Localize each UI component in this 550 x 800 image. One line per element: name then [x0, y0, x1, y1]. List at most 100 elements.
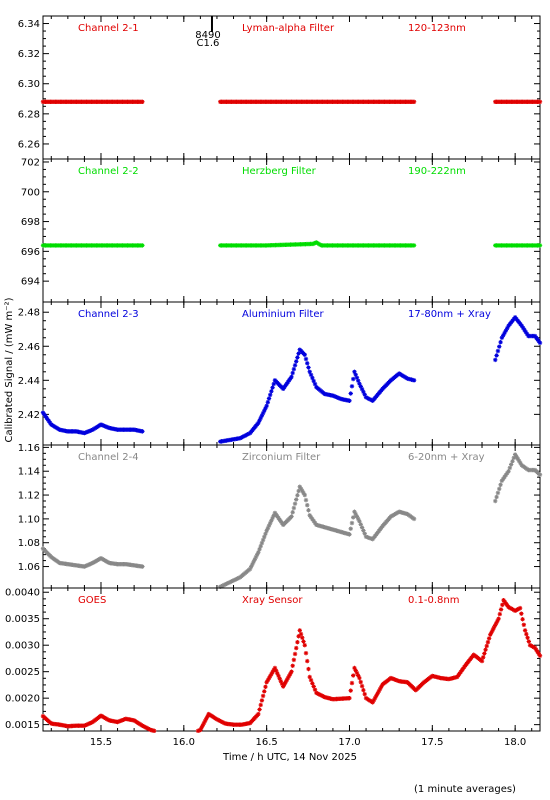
data-point	[358, 679, 363, 685]
data-point	[256, 711, 261, 717]
data-point	[510, 459, 515, 464]
data-point	[268, 520, 273, 526]
panel-label: 120-123nm	[408, 23, 466, 34]
data-point	[498, 607, 504, 612]
data-point	[537, 340, 543, 346]
data-point	[251, 559, 256, 564]
data-point	[290, 370, 295, 376]
data-point	[537, 653, 543, 658]
series-markers	[40, 597, 543, 734]
data-point	[306, 666, 311, 672]
y-tick-label: 0.0020	[5, 694, 40, 705]
data-point	[258, 415, 263, 421]
data-point	[490, 627, 495, 633]
y-tick-label: 2.42	[18, 410, 40, 421]
plot-panels: 6.26 6.28 6.30 6.32 6.34 Channel 2-1 Lyman-alp…	[5, 15, 543, 748]
data-point	[307, 369, 312, 374]
data-point	[292, 651, 298, 657]
data-point	[260, 537, 266, 543]
data-point	[202, 718, 208, 724]
data-point	[502, 330, 507, 336]
data-point	[295, 493, 300, 498]
data-point	[294, 497, 299, 502]
y-tick-label: 700	[21, 187, 40, 198]
data-point	[257, 546, 262, 552]
data-point	[504, 470, 510, 476]
panel-5: 0.0015 0.0020 0.0025 0.0030 0.0035 0.0040 GOES…	[5, 587, 543, 734]
data-point	[271, 381, 276, 387]
data-point	[296, 634, 301, 639]
data-point	[498, 339, 503, 345]
x-tick-label: 17.5	[421, 737, 443, 748]
data-point	[355, 673, 361, 678]
data-point	[494, 621, 499, 626]
data-point	[263, 684, 268, 690]
data-point	[520, 325, 526, 331]
y-tick-label: 2.44	[18, 376, 40, 387]
data-point	[379, 684, 384, 689]
data-point	[307, 513, 312, 518]
data-point	[281, 684, 286, 689]
panel-frame	[42, 15, 541, 160]
y-tick-label: 2.48	[18, 308, 40, 319]
data-point	[411, 99, 417, 104]
data-point	[312, 687, 318, 692]
data-point	[263, 531, 268, 537]
data-point	[298, 486, 304, 491]
data-point	[493, 357, 498, 363]
data-point	[479, 658, 485, 664]
data-point	[285, 675, 291, 681]
data-point	[358, 522, 363, 527]
panel-label: Lyman-alpha Filter	[242, 23, 335, 34]
footnote: (1 minute averages)	[414, 784, 516, 795]
data-point	[275, 671, 280, 676]
data-point	[352, 369, 357, 374]
data-point	[482, 651, 487, 656]
data-point	[301, 639, 306, 644]
y-tick-label: 1.06	[18, 562, 40, 573]
y-tick-label: 694	[21, 277, 40, 288]
data-point	[524, 331, 530, 337]
x-tick-label: 16.0	[173, 737, 195, 748]
data-point	[271, 513, 276, 518]
data-point	[308, 677, 314, 683]
data-point	[504, 326, 510, 331]
data-point	[497, 486, 502, 492]
data-point	[295, 355, 300, 360]
data-point	[519, 323, 524, 329]
panel-label: Herzberg Filter	[242, 166, 317, 177]
data-point	[264, 680, 269, 685]
data-point	[297, 628, 302, 633]
data-point	[306, 365, 311, 370]
data-point	[291, 366, 297, 372]
data-point	[488, 632, 493, 637]
data-point	[199, 725, 204, 730]
data-point	[302, 352, 307, 357]
data-point	[411, 378, 417, 383]
data-point	[262, 408, 267, 413]
data-point	[312, 520, 318, 526]
data-point	[263, 406, 268, 411]
data-point	[269, 518, 274, 523]
data-point	[493, 498, 498, 504]
data-point	[359, 525, 365, 530]
data-point	[520, 617, 525, 622]
x-tick-label: 15.5	[90, 737, 112, 748]
data-point	[502, 474, 507, 480]
data-point	[259, 413, 265, 418]
data-point	[352, 509, 357, 514]
data-point	[279, 681, 285, 687]
data-point	[354, 670, 360, 676]
data-point	[290, 663, 295, 668]
data-point	[289, 514, 294, 519]
data-point	[361, 528, 366, 533]
data-point	[198, 727, 203, 733]
data-point	[303, 497, 309, 503]
data-point	[522, 628, 528, 633]
series-markers	[40, 452, 543, 590]
data-point	[535, 649, 540, 655]
data-point	[497, 344, 502, 349]
data-point	[362, 531, 367, 536]
data-point	[201, 720, 207, 726]
flare-marker-class: C1.6	[197, 38, 220, 49]
